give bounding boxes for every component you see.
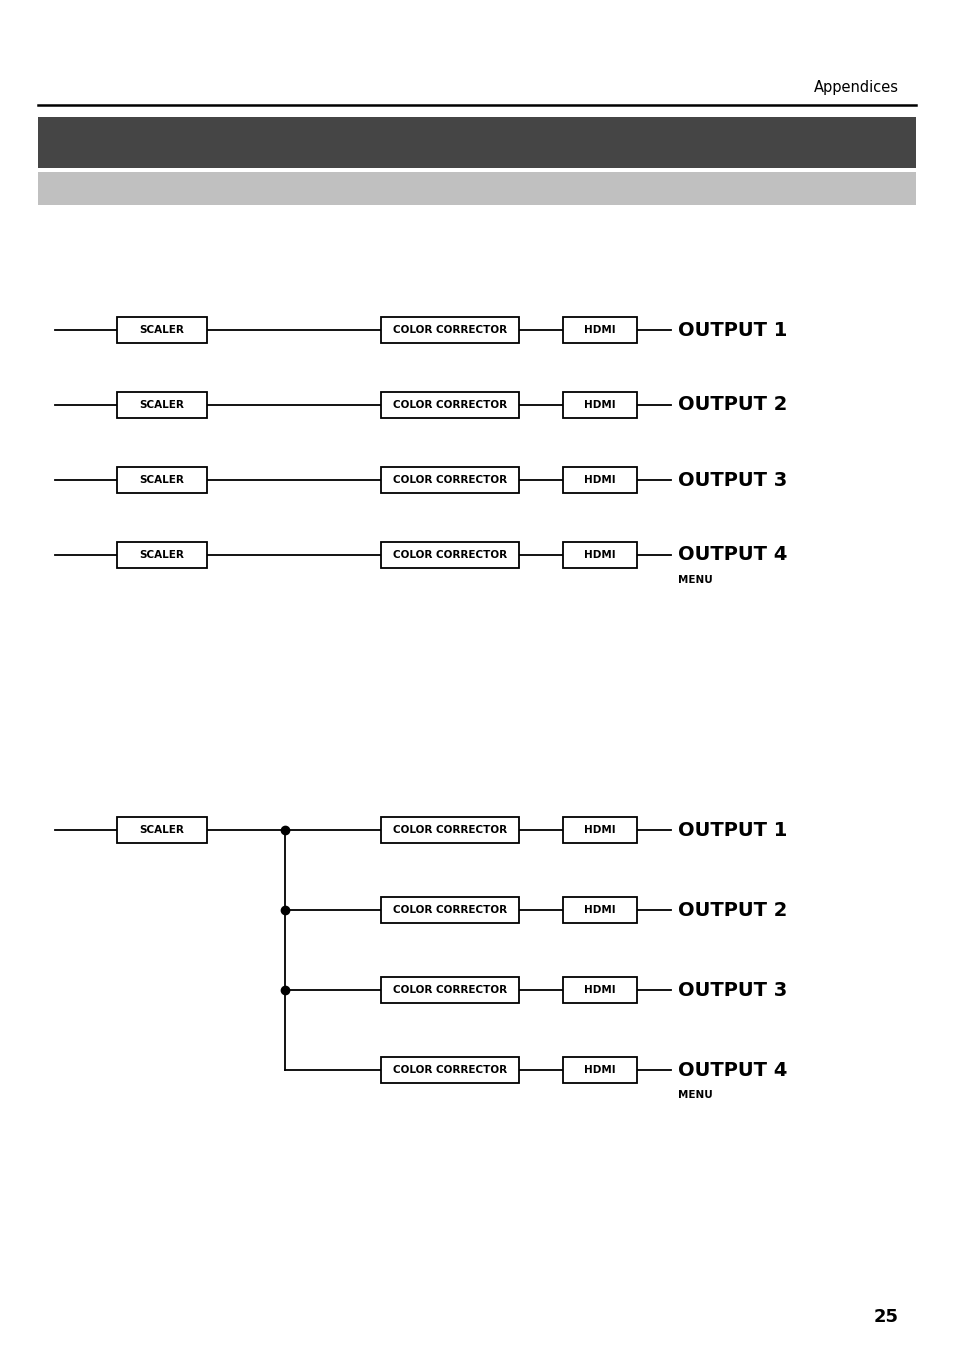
FancyBboxPatch shape bbox=[562, 542, 637, 567]
Text: OUTPUT 4: OUTPUT 4 bbox=[678, 1060, 786, 1079]
FancyBboxPatch shape bbox=[562, 317, 637, 343]
Text: Appendices: Appendices bbox=[813, 80, 898, 95]
Text: COLOR CORRECTOR: COLOR CORRECTOR bbox=[393, 550, 507, 561]
Text: OUTPUT 2: OUTPUT 2 bbox=[678, 395, 786, 414]
Text: SCALER: SCALER bbox=[139, 325, 184, 334]
FancyBboxPatch shape bbox=[562, 393, 637, 418]
Text: HDMI: HDMI bbox=[583, 904, 616, 915]
FancyBboxPatch shape bbox=[380, 896, 518, 923]
Text: SCALER: SCALER bbox=[139, 825, 184, 835]
Text: OUTPUT 3: OUTPUT 3 bbox=[678, 470, 786, 490]
Text: OUTPUT 2: OUTPUT 2 bbox=[678, 900, 786, 919]
Text: OUTPUT 1: OUTPUT 1 bbox=[678, 821, 786, 839]
Text: SCALER: SCALER bbox=[139, 475, 184, 485]
Text: COLOR CORRECTOR: COLOR CORRECTOR bbox=[393, 984, 507, 995]
Text: COLOR CORRECTOR: COLOR CORRECTOR bbox=[393, 475, 507, 485]
FancyBboxPatch shape bbox=[380, 393, 518, 418]
Text: COLOR CORRECTOR: COLOR CORRECTOR bbox=[393, 904, 507, 915]
FancyBboxPatch shape bbox=[117, 393, 207, 418]
Text: MENU: MENU bbox=[678, 575, 712, 585]
Text: MENU: MENU bbox=[678, 1090, 712, 1099]
Text: SCALER: SCALER bbox=[139, 550, 184, 561]
Text: HDMI: HDMI bbox=[583, 984, 616, 995]
FancyBboxPatch shape bbox=[117, 467, 207, 493]
Text: OUTPUT 1: OUTPUT 1 bbox=[678, 321, 786, 340]
FancyBboxPatch shape bbox=[380, 978, 518, 1003]
FancyBboxPatch shape bbox=[562, 467, 637, 493]
FancyBboxPatch shape bbox=[380, 542, 518, 567]
FancyBboxPatch shape bbox=[380, 816, 518, 844]
Text: HDMI: HDMI bbox=[583, 1066, 616, 1075]
Text: SCALER: SCALER bbox=[139, 399, 184, 410]
Text: COLOR CORRECTOR: COLOR CORRECTOR bbox=[393, 825, 507, 835]
FancyBboxPatch shape bbox=[117, 317, 207, 343]
FancyBboxPatch shape bbox=[380, 467, 518, 493]
Text: COLOR CORRECTOR: COLOR CORRECTOR bbox=[393, 399, 507, 410]
Text: OUTPUT 4: OUTPUT 4 bbox=[678, 546, 786, 565]
Text: 25: 25 bbox=[873, 1308, 898, 1326]
FancyBboxPatch shape bbox=[562, 816, 637, 844]
Text: HDMI: HDMI bbox=[583, 550, 616, 561]
Text: COLOR CORRECTOR: COLOR CORRECTOR bbox=[393, 325, 507, 334]
FancyBboxPatch shape bbox=[38, 116, 915, 168]
FancyBboxPatch shape bbox=[117, 542, 207, 567]
FancyBboxPatch shape bbox=[562, 1057, 637, 1083]
Text: COLOR CORRECTOR: COLOR CORRECTOR bbox=[393, 1066, 507, 1075]
Text: HDMI: HDMI bbox=[583, 825, 616, 835]
Text: HDMI: HDMI bbox=[583, 475, 616, 485]
Text: OUTPUT 3: OUTPUT 3 bbox=[678, 980, 786, 999]
FancyBboxPatch shape bbox=[562, 978, 637, 1003]
Text: HDMI: HDMI bbox=[583, 399, 616, 410]
FancyBboxPatch shape bbox=[562, 896, 637, 923]
FancyBboxPatch shape bbox=[380, 317, 518, 343]
FancyBboxPatch shape bbox=[380, 1057, 518, 1083]
Text: HDMI: HDMI bbox=[583, 325, 616, 334]
FancyBboxPatch shape bbox=[117, 816, 207, 844]
FancyBboxPatch shape bbox=[38, 172, 915, 204]
